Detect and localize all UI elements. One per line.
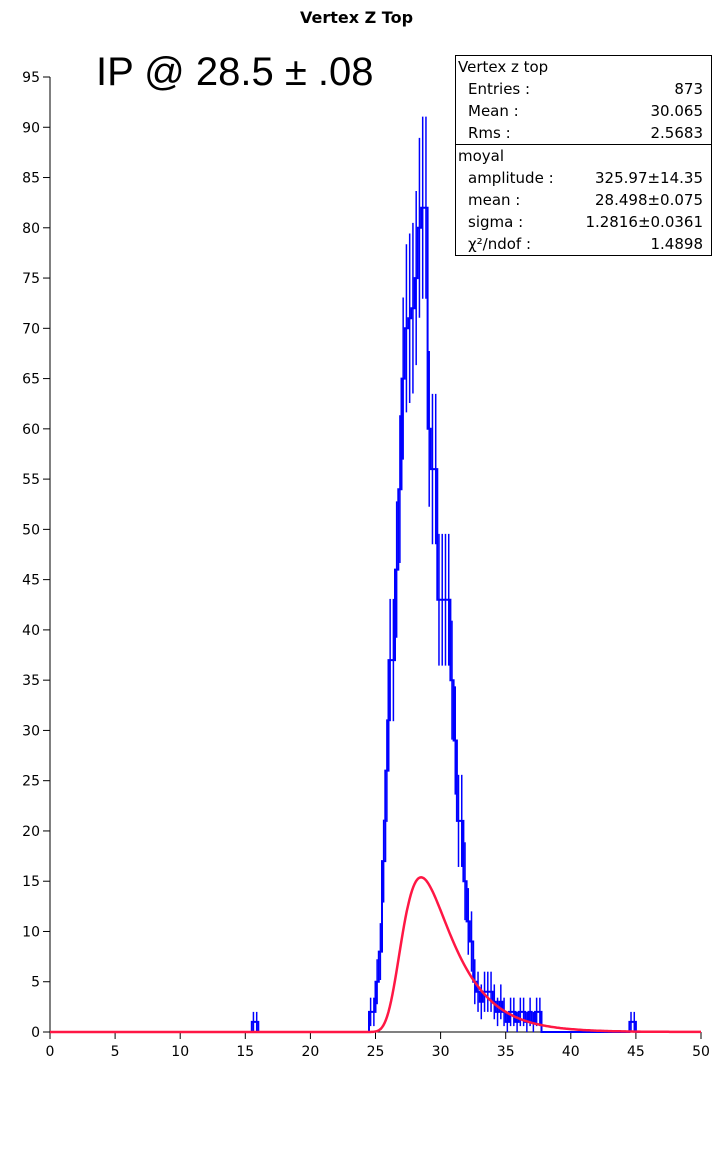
x-tick-label: 35 xyxy=(497,1044,515,1060)
x-tick-label: 20 xyxy=(301,1044,319,1060)
x-tick-label: 15 xyxy=(236,1044,254,1060)
y-tick-label: 85 xyxy=(22,171,40,187)
y-tick-label: 25 xyxy=(22,774,40,790)
x-tick-label: 50 xyxy=(692,1044,710,1060)
fit-curve-group xyxy=(50,876,701,1034)
y-tick-label: 20 xyxy=(22,824,40,840)
y-tick-label: 45 xyxy=(22,573,40,589)
fit-curve xyxy=(50,876,701,1034)
stats-value: 2.5683 xyxy=(650,124,704,142)
y-tick-label: 55 xyxy=(22,472,40,488)
stats-label: χ²/ndof : xyxy=(468,235,532,253)
stats-value: 325.97±14.35 xyxy=(595,169,703,187)
x-tick-label: 5 xyxy=(111,1044,120,1060)
stats-value: 873 xyxy=(674,80,703,98)
x-tick-label: 45 xyxy=(627,1044,645,1060)
stats-label: amplitude : xyxy=(468,169,554,187)
stats-row-entries: Entries : 873 xyxy=(456,78,711,100)
y-tick-label: 5 xyxy=(31,975,40,991)
stats-row-fit-mean: mean : 28.498±0.075 xyxy=(456,189,711,211)
stats-label: mean : xyxy=(468,191,521,209)
histogram-outline xyxy=(50,206,701,1033)
stats-label: Mean : xyxy=(468,102,519,120)
chart-title: Vertex Z Top xyxy=(299,8,414,27)
y-tick-label: 65 xyxy=(22,372,40,388)
stats-value: 1.4898 xyxy=(650,235,704,253)
y-tick-label: 40 xyxy=(22,623,40,639)
stats-label: sigma : xyxy=(468,213,524,231)
y-tick-label: 10 xyxy=(22,924,40,940)
axes: 0 5 10 15 20 25 30 35 40 45 50 55 60 65 70 75 80 85 90 95 0 5… xyxy=(22,70,710,1060)
y-tick-label: 95 xyxy=(22,70,40,86)
stats-row-rms: Rms : 2.5683 xyxy=(456,122,711,144)
stats-row-chi2: χ²/ndof : 1.4898 xyxy=(456,233,711,255)
stats-box: Vertex z top Entries : 873 Mean : 30.065 R… xyxy=(455,55,712,256)
y-tick-label: 0 xyxy=(31,1025,40,1041)
stats-label: Entries : xyxy=(468,80,531,98)
stats-label: Rms : xyxy=(468,124,511,142)
y-tick-label: 75 xyxy=(22,271,40,287)
stats-value: 30.065 xyxy=(650,102,704,120)
stats-fit-name: moyal xyxy=(456,144,711,167)
y-tick-label: 15 xyxy=(22,874,40,890)
x-tick-label: 25 xyxy=(367,1044,385,1060)
y-tick-label: 60 xyxy=(22,422,40,438)
x-tick-label: 10 xyxy=(171,1044,189,1060)
y-tick-label: 30 xyxy=(22,723,40,739)
y-tick-label: 35 xyxy=(22,673,40,689)
stats-hist-name: Vertex z top xyxy=(458,58,549,76)
y-tick-label: 50 xyxy=(22,522,40,538)
x-tick-label: 0 xyxy=(46,1044,55,1060)
x-tick-label: 30 xyxy=(432,1044,450,1060)
stats-row-mean: Mean : 30.065 xyxy=(456,100,711,122)
stats-row-sigma: sigma : 1.2816±0.0361 xyxy=(456,211,711,233)
stats-row-amplitude: amplitude : 325.97±14.35 xyxy=(456,167,711,189)
y-tick-label: 70 xyxy=(22,321,40,337)
stats-value: 28.498±0.075 xyxy=(595,191,703,209)
y-tick-label: 90 xyxy=(22,120,40,136)
y-tick-label: 80 xyxy=(22,221,40,237)
x-tick-label: 40 xyxy=(562,1044,580,1060)
ip-annotation: IP @ 28.5 ± .08 xyxy=(96,50,374,94)
stats-value: 1.2816±0.0361 xyxy=(585,213,703,231)
